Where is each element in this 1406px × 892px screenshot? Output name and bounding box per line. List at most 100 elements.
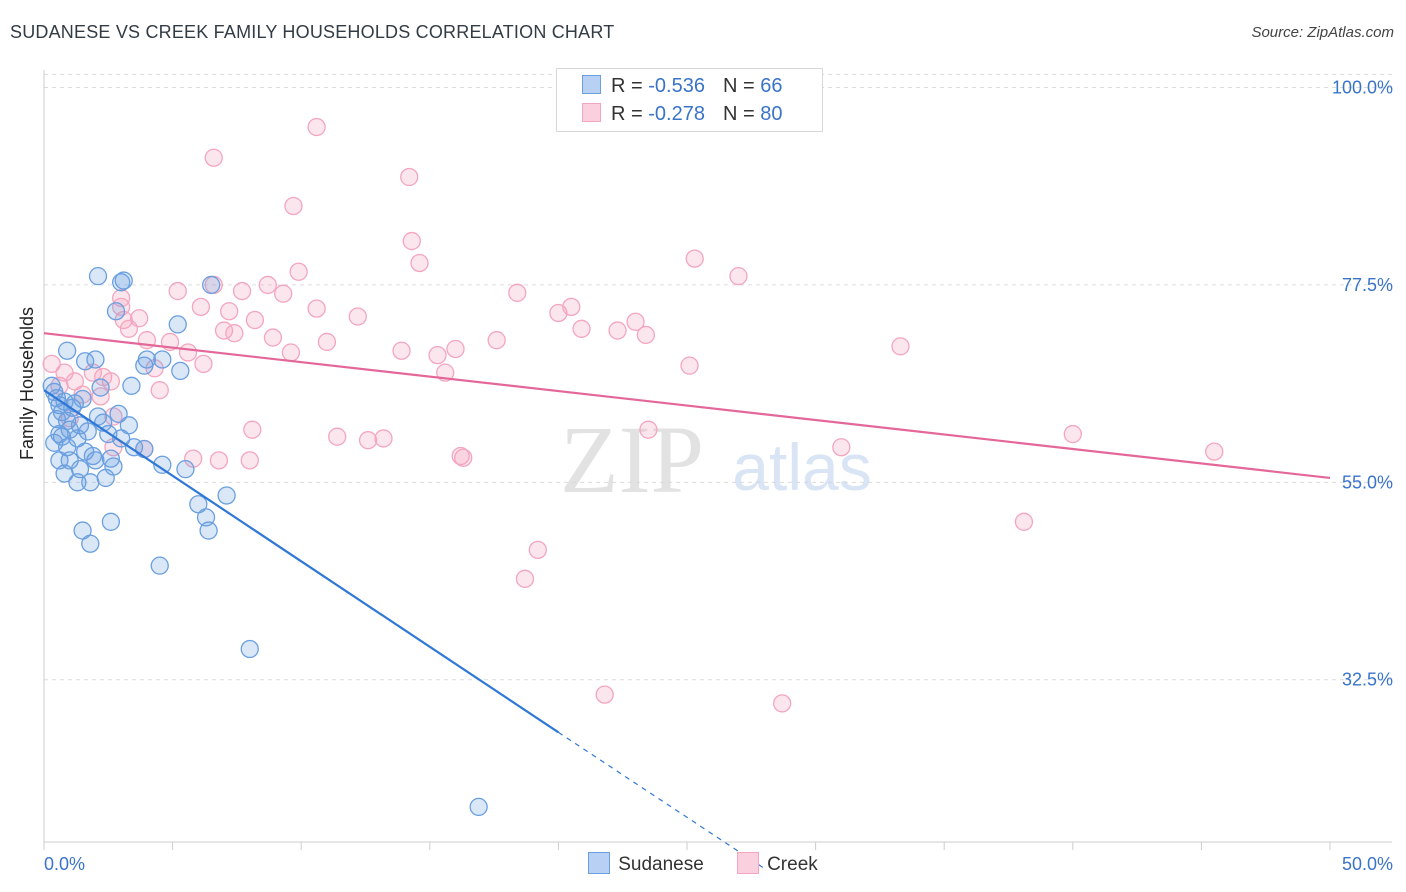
axes bbox=[43, 70, 1392, 850]
sudanese-trendline-extension bbox=[558, 731, 765, 869]
sudanese-point bbox=[73, 389, 92, 409]
creek-point bbox=[307, 299, 326, 318]
sudanese-point bbox=[469, 797, 488, 817]
creek-point bbox=[608, 321, 627, 340]
creek-point bbox=[508, 283, 527, 302]
source-credit: Source: ZipAtlas.com bbox=[1251, 24, 1394, 41]
series-legend: Sudanese Creek bbox=[0, 852, 1406, 876]
x-tick-labels: 0.0% 50.0% bbox=[44, 854, 1393, 874]
y-tick-labels: 32.5% 55.0% 77.5% 100.0% bbox=[1332, 78, 1393, 690]
y-tick-label: 55.0% bbox=[1342, 472, 1393, 492]
creek-point bbox=[891, 337, 910, 356]
gridlines bbox=[44, 73, 1392, 681]
sudanese-point bbox=[81, 473, 100, 492]
creek-point bbox=[209, 451, 229, 470]
creek-swatch bbox=[737, 852, 760, 874]
sudanese-points bbox=[42, 267, 488, 817]
sudanese-point bbox=[176, 460, 195, 479]
sudanese-trendline bbox=[43, 389, 560, 734]
sudanese-point bbox=[114, 271, 133, 290]
creek-point bbox=[454, 448, 473, 467]
creek-point bbox=[204, 148, 223, 167]
creek-point bbox=[243, 420, 262, 439]
sudanese-point bbox=[202, 275, 221, 295]
creek-point bbox=[168, 281, 187, 301]
n-label: N = bbox=[722, 75, 761, 97]
sudanese-point bbox=[86, 350, 105, 369]
creek-point bbox=[281, 343, 301, 362]
creek-point bbox=[258, 275, 277, 295]
trendlines bbox=[43, 332, 1331, 869]
creek-point bbox=[528, 540, 547, 560]
x-tick-label: 50.0% bbox=[1342, 854, 1393, 874]
creek-point bbox=[374, 429, 393, 448]
y-tick-label: 77.5% bbox=[1342, 275, 1393, 295]
creek-points bbox=[42, 117, 1224, 713]
sudanese-swatch bbox=[582, 75, 601, 94]
creek-point bbox=[636, 325, 655, 345]
creek-point bbox=[240, 451, 259, 470]
sudanese-point bbox=[122, 376, 141, 395]
creek-point bbox=[515, 569, 535, 588]
r-value: -0.536 bbox=[648, 75, 705, 97]
creek-point bbox=[446, 339, 465, 359]
r-value: -0.278 bbox=[648, 103, 705, 125]
creek-point bbox=[487, 331, 506, 350]
sudanese-point bbox=[199, 521, 218, 540]
creek-point bbox=[428, 345, 447, 365]
creek-point bbox=[832, 438, 851, 457]
legend-row-creek: R = -0.278 N = 80 bbox=[582, 103, 782, 126]
creek-point bbox=[562, 297, 581, 317]
legend-label: Sudanese bbox=[618, 854, 704, 875]
sudanese-point bbox=[135, 439, 154, 459]
chart-title: SUDANESE VS CREEK FAMILY HOUSEHOLDS CORR… bbox=[10, 22, 615, 42]
creek-point bbox=[328, 427, 347, 446]
creek-point bbox=[773, 694, 792, 713]
sudanese-point bbox=[81, 534, 100, 553]
legend-item-sudanese[interactable]: Sudanese bbox=[588, 852, 704, 876]
creek-point bbox=[178, 343, 198, 362]
sudanese-point bbox=[106, 302, 126, 321]
creek-point bbox=[348, 307, 367, 326]
creek-point bbox=[392, 341, 411, 360]
creek-point bbox=[400, 167, 419, 187]
creek-point bbox=[289, 262, 308, 281]
sudanese-point bbox=[91, 378, 110, 397]
creek-point bbox=[639, 420, 658, 439]
sudanese-point bbox=[52, 427, 72, 446]
sudanese-point bbox=[101, 449, 121, 468]
sudanese-point bbox=[109, 404, 128, 424]
r-label: R = bbox=[611, 103, 649, 125]
sudanese-point bbox=[88, 267, 108, 286]
creek-point bbox=[685, 249, 704, 268]
sudanese-point bbox=[171, 361, 190, 381]
sudanese-point bbox=[68, 473, 87, 492]
creek-point bbox=[626, 312, 645, 331]
creek-point bbox=[194, 354, 213, 374]
legend-label: Creek bbox=[767, 854, 818, 875]
watermark-zip: ZIP bbox=[560, 406, 704, 513]
creek-point bbox=[402, 231, 421, 251]
creek-point bbox=[130, 309, 149, 328]
creek-point bbox=[150, 381, 169, 400]
n-value: 66 bbox=[760, 75, 783, 97]
creek-trendline bbox=[43, 332, 1331, 480]
creek-point bbox=[101, 372, 121, 391]
creek-point bbox=[104, 407, 123, 426]
y-axis-label: Family Households bbox=[17, 306, 37, 460]
creek-point bbox=[595, 685, 614, 704]
legend-item-creek[interactable]: Creek bbox=[737, 852, 818, 876]
sudanese-point bbox=[153, 350, 172, 369]
creek-point bbox=[358, 431, 378, 450]
r-label: R = bbox=[611, 75, 649, 97]
creek-point bbox=[225, 324, 244, 343]
creek-point bbox=[729, 267, 748, 286]
sudanese-point bbox=[240, 639, 259, 659]
sudanese-point bbox=[86, 451, 105, 470]
y-tick-label: 100.0% bbox=[1332, 78, 1393, 98]
creek-point bbox=[245, 310, 265, 330]
sudanese-point bbox=[101, 512, 121, 531]
creek-point bbox=[284, 196, 303, 216]
creek-point bbox=[572, 319, 591, 338]
